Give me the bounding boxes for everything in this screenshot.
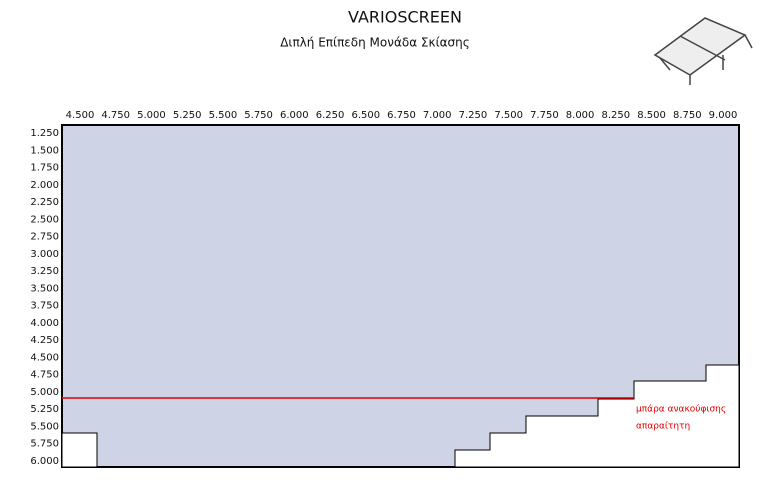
column-label: 8.250 xyxy=(602,110,631,121)
row-label: 3.750 xyxy=(30,301,59,312)
row-label: 3.500 xyxy=(30,283,59,294)
excluded-area xyxy=(61,432,98,468)
row-label: 4.250 xyxy=(30,335,59,346)
row-label: 2.500 xyxy=(30,214,59,225)
column-label: 9.000 xyxy=(709,110,738,121)
column-label: 5.500 xyxy=(209,110,238,121)
column-label: 6.000 xyxy=(280,110,309,121)
column-label: 6.500 xyxy=(351,110,380,121)
product-icon xyxy=(653,17,753,85)
row-label: 2.250 xyxy=(30,197,59,208)
labels: 4.500 4.750 5.000 5.250 5.500 5.750 6.000 6.250… xyxy=(30,110,737,467)
row-label: 4.500 xyxy=(30,352,59,363)
column-label: 7.750 xyxy=(530,110,559,121)
row-label: 4.750 xyxy=(30,370,59,381)
row-label: 4.000 xyxy=(30,318,59,329)
excluded-area xyxy=(454,364,740,468)
row-label: 5.250 xyxy=(30,404,59,415)
row-label: 6.000 xyxy=(30,456,59,467)
row-label: 5.750 xyxy=(30,439,59,450)
row-label: 1.500 xyxy=(30,145,59,156)
column-label: 6.250 xyxy=(316,110,345,121)
row-label: 1.750 xyxy=(30,163,59,174)
row-label: 5.000 xyxy=(30,387,59,398)
column-label: 5.250 xyxy=(173,110,202,121)
column-label: 8.500 xyxy=(637,110,666,121)
row-label: 2.750 xyxy=(30,232,59,243)
row-label: 5.500 xyxy=(30,421,59,432)
annotation: μπάρα ανακούφισης xyxy=(636,404,726,415)
column-label: 4.500 xyxy=(66,110,95,121)
row-label: 3.000 xyxy=(30,249,59,260)
column-label: 5.750 xyxy=(244,110,273,121)
column-label: 7.250 xyxy=(459,110,488,121)
row-label: 2.000 xyxy=(30,180,59,191)
title: VARIOSCREEN xyxy=(348,8,462,27)
column-label: 4.750 xyxy=(101,110,130,121)
column-label: 7.000 xyxy=(423,110,452,121)
subtitle: Διπλή Επίπεδη Μονάδα Σκίασης xyxy=(280,36,470,50)
column-label: 7.500 xyxy=(494,110,523,121)
column-label: 6.750 xyxy=(387,110,416,121)
row-label: 3.250 xyxy=(30,266,59,277)
annotation: απαραίτητη xyxy=(636,422,690,432)
row-label: 1.250 xyxy=(30,128,59,139)
column-label: 5.000 xyxy=(137,110,166,121)
column-label: 8.000 xyxy=(566,110,595,121)
column-label: 8.750 xyxy=(673,110,702,121)
